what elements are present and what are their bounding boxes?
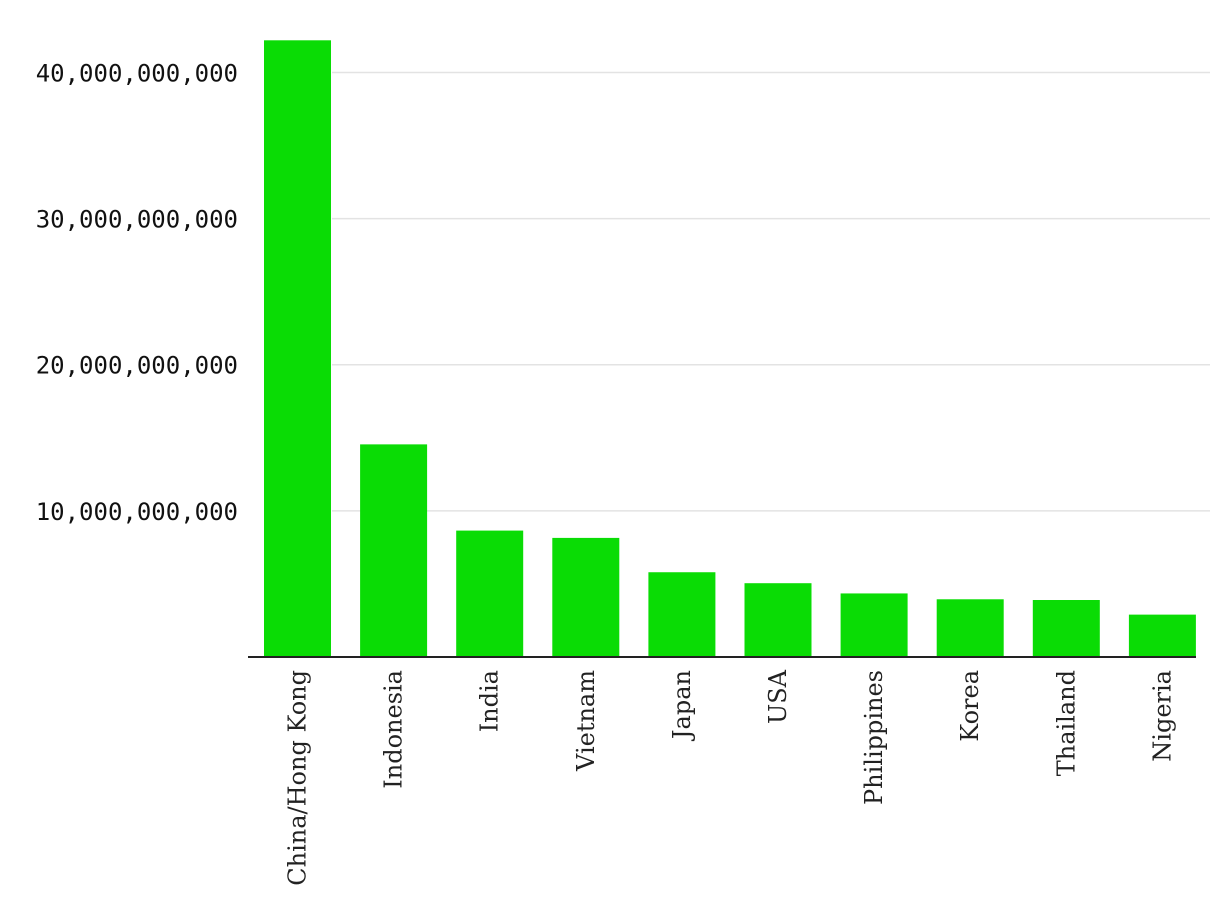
- bar-india: [456, 530, 524, 657]
- x-tick-label: Japan: [668, 670, 696, 742]
- x-tick-label: Thailand: [1052, 670, 1080, 776]
- x-tick-label: Nigeria: [1148, 670, 1176, 762]
- x-tick-label: China/Hong Kong: [284, 670, 312, 886]
- x-tick-label: Philippines: [860, 670, 888, 805]
- y-tick-label: 20,000,000,000: [36, 352, 238, 380]
- bar-philippines: [840, 593, 908, 657]
- bar-japan: [648, 572, 716, 657]
- y-tick-label: 10,000,000,000: [36, 498, 238, 526]
- y-tick-label: 30,000,000,000: [36, 206, 238, 234]
- x-axis-tick-labels: China/Hong Kong Indonesia India Vietnam Japa…: [284, 669, 1177, 885]
- x-tick-label: Indonesia: [380, 670, 408, 789]
- bar-nigeria: [1128, 614, 1196, 657]
- x-tick-label: USA: [764, 669, 792, 724]
- x-tick-label: Vietnam: [572, 670, 600, 772]
- bar-china-hong-kong: [264, 40, 331, 657]
- bar-korea: [936, 599, 1004, 657]
- x-tick-label: India: [476, 670, 504, 732]
- y-axis-tick-labels: 10,000,000,000 20,000,000,000 30,000,000,0…: [36, 59, 238, 525]
- bars: [264, 40, 1196, 657]
- bar-indonesia: [360, 444, 428, 657]
- gridlines: [332, 71, 1210, 512]
- bar-vietnam: [552, 537, 620, 657]
- bar-usa: [744, 583, 812, 657]
- x-tick-label: Korea: [956, 670, 984, 742]
- bar-thailand: [1032, 600, 1100, 657]
- y-tick-label: 40,000,000,000: [36, 59, 238, 87]
